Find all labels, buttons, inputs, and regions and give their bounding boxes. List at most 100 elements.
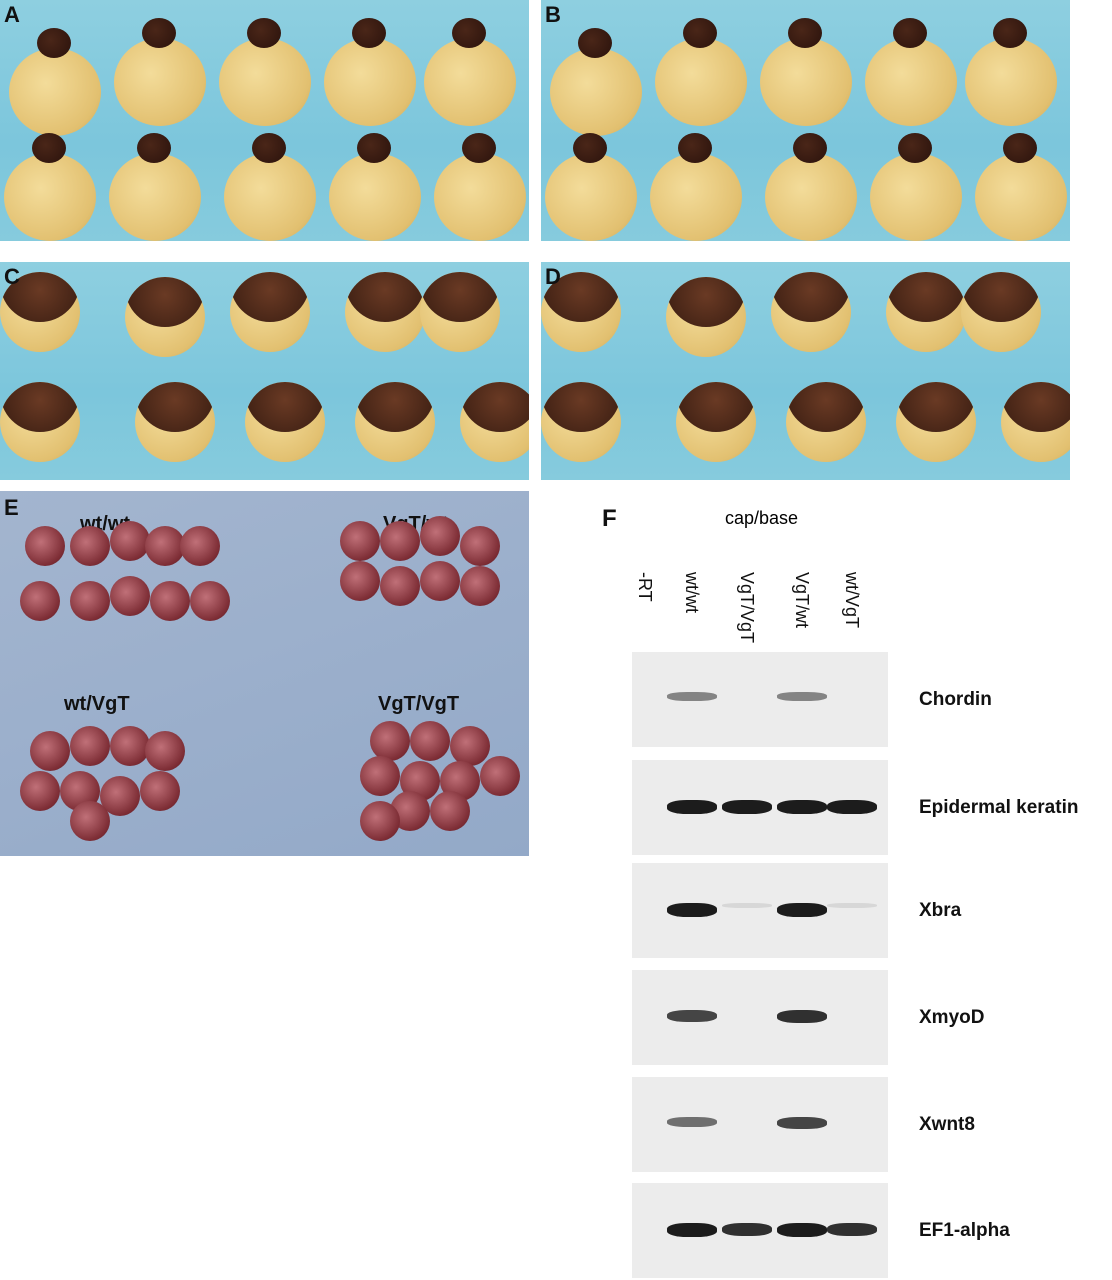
animal-cap xyxy=(993,18,1027,48)
group-label-wt-vgt: wt/VgT xyxy=(64,693,130,715)
panel-a-photo xyxy=(0,0,529,241)
pigmented-hemisphere xyxy=(896,382,976,432)
panel-c-photo xyxy=(0,262,529,480)
embryo xyxy=(1001,382,1070,462)
gene-label: Xwnt8 xyxy=(919,1114,975,1135)
pigmented-hemisphere xyxy=(0,382,80,432)
pigmented-hemisphere xyxy=(460,382,529,432)
gel-band xyxy=(827,903,877,908)
explant xyxy=(145,526,185,566)
gel-band xyxy=(777,1117,827,1129)
explant xyxy=(145,731,185,771)
animal-cap xyxy=(678,133,712,163)
gel-strip xyxy=(632,1077,888,1172)
pigmented-hemisphere xyxy=(771,272,851,322)
explant xyxy=(110,521,150,561)
embryo xyxy=(865,38,957,126)
gel-band xyxy=(667,903,717,917)
pigmented-hemisphere xyxy=(135,382,215,432)
explant xyxy=(30,731,70,771)
animal-cap xyxy=(252,133,286,163)
gel-strip xyxy=(632,970,888,1065)
animal-cap xyxy=(142,18,176,48)
pigmented-hemisphere xyxy=(420,272,500,322)
embryo xyxy=(961,272,1041,352)
embryo xyxy=(230,272,310,352)
animal-cap xyxy=(573,133,607,163)
gel-band xyxy=(667,1223,717,1237)
embryo xyxy=(224,153,316,241)
explant xyxy=(20,581,60,621)
gene-label: EF1-alpha xyxy=(919,1220,1010,1241)
pigmented-hemisphere xyxy=(786,382,866,432)
embryo xyxy=(650,153,742,241)
animal-cap xyxy=(32,133,66,163)
embryo xyxy=(324,38,416,126)
embryo xyxy=(545,153,637,241)
embryo xyxy=(550,48,642,136)
panel-c-label: C xyxy=(4,264,20,289)
gel-band xyxy=(777,1223,827,1237)
gel-strip xyxy=(632,1183,888,1278)
embryo xyxy=(896,382,976,462)
animal-cap xyxy=(793,133,827,163)
explant xyxy=(340,561,380,601)
explant xyxy=(420,516,460,556)
pigmented-hemisphere xyxy=(961,272,1041,322)
embryo xyxy=(424,38,516,126)
pigmented-hemisphere xyxy=(666,277,746,327)
embryo xyxy=(125,277,205,357)
gel-band xyxy=(827,1223,877,1236)
gel-band xyxy=(777,800,827,814)
explant xyxy=(460,566,500,606)
gene-label: Epidermal keratin xyxy=(919,797,1079,818)
embryo xyxy=(771,272,851,352)
lane-label: -RT xyxy=(635,572,655,602)
gene-label: Chordin xyxy=(919,689,992,710)
explant xyxy=(360,801,400,841)
embryo xyxy=(0,272,80,352)
embryo xyxy=(786,382,866,462)
gel-band xyxy=(667,800,717,814)
gel-band xyxy=(777,1010,827,1023)
animal-cap xyxy=(357,133,391,163)
embryo xyxy=(965,38,1057,126)
embryo xyxy=(109,153,201,241)
panel-b-label: B xyxy=(545,2,561,27)
explant xyxy=(430,791,470,831)
animal-cap xyxy=(37,28,71,58)
animal-cap xyxy=(452,18,486,48)
explant xyxy=(420,561,460,601)
explant xyxy=(150,581,190,621)
gel-band xyxy=(777,903,827,917)
pigmented-hemisphere xyxy=(230,272,310,322)
explant xyxy=(410,721,450,761)
embryo xyxy=(870,153,962,241)
group-label-vgt-vgt: VgT/VgT xyxy=(378,693,460,715)
panel-a-label: A xyxy=(4,2,20,27)
animal-cap xyxy=(247,18,281,48)
panel-b-photo xyxy=(541,0,1070,241)
lane-label: VgT/wt xyxy=(792,572,812,629)
embryo xyxy=(355,382,435,462)
panel-f-label: F xyxy=(602,505,617,532)
pigmented-hemisphere xyxy=(886,272,966,322)
explant xyxy=(110,726,150,766)
gel-band xyxy=(827,800,877,814)
explant xyxy=(70,526,110,566)
embryo xyxy=(329,153,421,241)
gel-strip xyxy=(632,652,888,747)
animal-cap xyxy=(893,18,927,48)
animal-cap xyxy=(578,28,612,58)
panel-e-photo: wt/wt VgT/wt wt/VgT VgT/VgT xyxy=(0,491,529,856)
gel-strip xyxy=(632,760,888,855)
explant xyxy=(25,526,65,566)
explant xyxy=(460,526,500,566)
gel-band xyxy=(667,1117,717,1127)
embryo xyxy=(541,272,621,352)
embryo xyxy=(666,277,746,357)
animal-cap xyxy=(788,18,822,48)
embryo xyxy=(886,272,966,352)
animal-cap xyxy=(1003,133,1037,163)
lane-label: VgT/VgT xyxy=(737,572,757,644)
